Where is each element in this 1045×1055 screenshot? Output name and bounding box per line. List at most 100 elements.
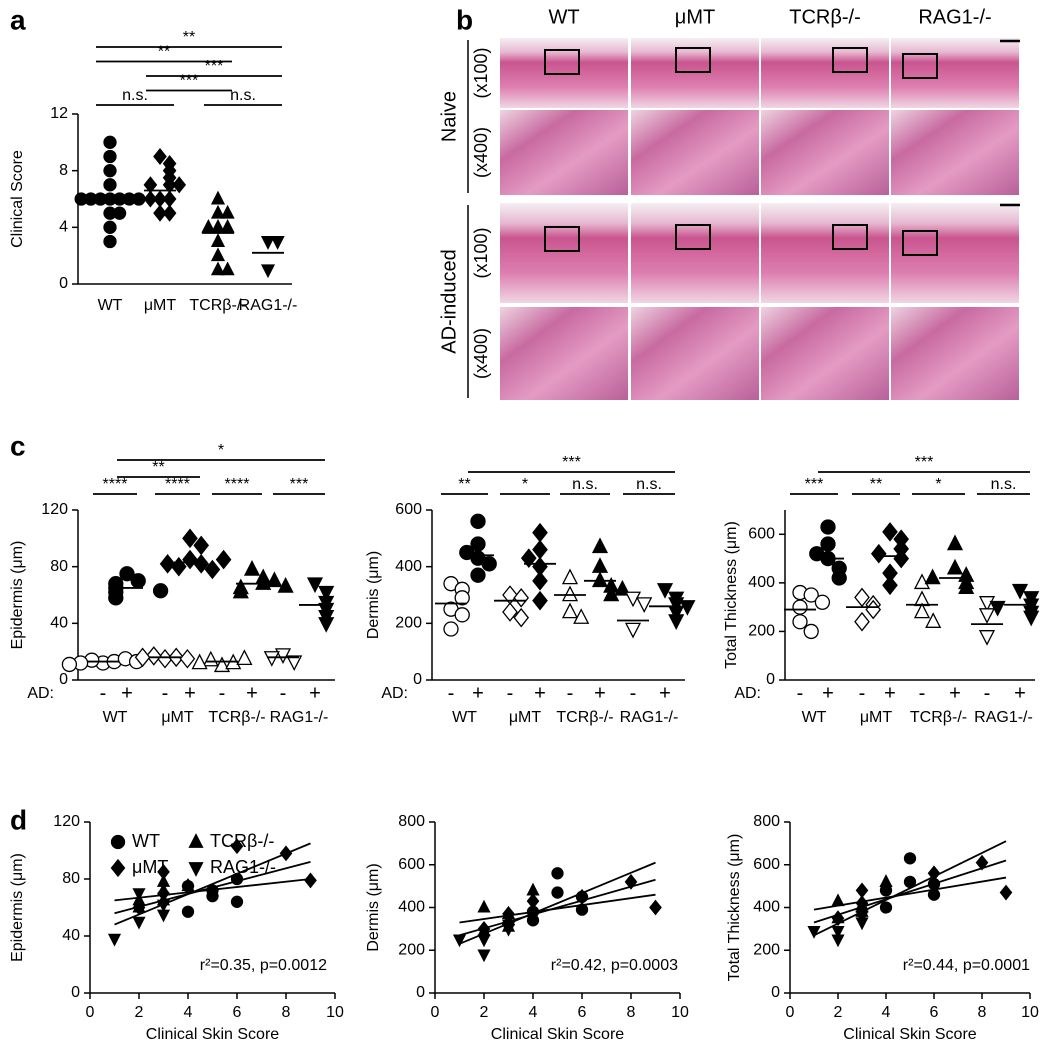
data-point xyxy=(103,220,117,234)
data-point xyxy=(103,135,117,149)
y-tick-label: 120 xyxy=(41,501,68,518)
data-point xyxy=(108,590,124,606)
data-point xyxy=(854,611,870,632)
data-point xyxy=(526,882,540,896)
significance-label: ** xyxy=(458,476,470,493)
data-point xyxy=(215,549,232,570)
significance-label: *** xyxy=(915,454,934,471)
data-point xyxy=(232,582,249,599)
region-box xyxy=(544,226,580,252)
row-label: AD-induced xyxy=(438,249,460,354)
data-point xyxy=(210,247,226,262)
y-tick-label: 600 xyxy=(395,501,422,518)
x-tick-label: μMT xyxy=(509,709,542,726)
data-point xyxy=(182,528,198,549)
y-tick-label: 4 xyxy=(59,219,68,236)
significance-label: n.s. xyxy=(572,476,598,493)
data-point xyxy=(193,554,210,574)
condition-label: + xyxy=(121,682,133,704)
significance-label: *** xyxy=(180,73,199,90)
data-point xyxy=(958,578,975,594)
data-point xyxy=(831,925,845,939)
panel-label: a xyxy=(10,4,26,35)
legend-marker xyxy=(188,862,204,877)
significance-label: ** xyxy=(158,44,170,61)
significance-label: **** xyxy=(103,476,128,493)
condition-label: - xyxy=(797,682,804,704)
column-label: WT xyxy=(548,6,579,28)
data-point xyxy=(443,621,459,637)
data-point xyxy=(255,574,272,590)
data-point xyxy=(502,602,518,622)
panel-label: d xyxy=(10,804,27,835)
condition-axis-label: AD: xyxy=(27,685,54,702)
data-point xyxy=(112,206,127,220)
y-tick-label: 40 xyxy=(50,615,68,632)
data-point xyxy=(103,178,117,192)
data-point xyxy=(156,899,171,913)
condition-label: - xyxy=(507,682,514,704)
y-tick-label: 600 xyxy=(748,526,775,543)
data-point xyxy=(927,865,941,882)
data-point xyxy=(551,886,564,899)
data-point xyxy=(181,905,195,918)
y-tick-label: 0 xyxy=(771,984,780,1001)
y-tick-label: 400 xyxy=(753,899,780,916)
data-point xyxy=(913,573,931,590)
histology-image xyxy=(761,110,889,195)
data-point xyxy=(879,901,893,914)
data-point xyxy=(624,873,638,890)
data-point xyxy=(513,588,530,608)
x-tick-label: μMT xyxy=(144,297,177,314)
y-tick-label: 0 xyxy=(416,984,425,1001)
data-point xyxy=(306,577,324,594)
x-tick-label: RAG1-/- xyxy=(620,709,679,726)
fit-line xyxy=(813,840,1007,937)
data-point xyxy=(927,888,941,901)
data-point xyxy=(470,513,486,529)
data-point xyxy=(913,602,931,619)
data-point xyxy=(270,236,285,250)
histology-image xyxy=(500,203,628,303)
condition-label: + xyxy=(472,682,484,704)
data-point xyxy=(636,597,653,613)
data-point xyxy=(614,579,631,596)
data-point xyxy=(551,867,564,880)
data-point xyxy=(513,607,530,628)
data-point xyxy=(74,192,88,206)
condition-label: + xyxy=(594,682,606,704)
data-point xyxy=(191,653,208,670)
magnification-label: (x400) xyxy=(471,127,491,178)
y-tick-label: 0 xyxy=(413,671,422,688)
y-tick-label: 8 xyxy=(59,162,68,179)
column-label: TCRβ-/- xyxy=(789,6,860,28)
data-point xyxy=(145,646,162,666)
x-tick-label: 0 xyxy=(786,1004,795,1021)
data-point xyxy=(561,602,579,619)
condition-label: - xyxy=(984,682,991,704)
legend-label: μMT xyxy=(132,857,168,877)
significance-label: n.s. xyxy=(230,87,256,104)
x-tick-label: μMT xyxy=(860,709,893,726)
y-tick-label: 0 xyxy=(766,671,775,688)
significance-label: **** xyxy=(225,476,250,493)
x-tick-label: RAG1-/- xyxy=(270,709,329,726)
condition-label: + xyxy=(309,682,321,704)
histology-image xyxy=(500,307,628,400)
x-axis-label: Clinical Skin Score xyxy=(146,1026,279,1043)
data-point xyxy=(132,899,146,913)
y-tick-label: 200 xyxy=(398,941,425,958)
column-label: μMT xyxy=(675,6,715,28)
y-tick-label: 80 xyxy=(62,870,80,887)
data-point xyxy=(999,884,1013,901)
histology-image xyxy=(891,110,1019,195)
data-point xyxy=(624,622,642,639)
x-tick-label: 8 xyxy=(978,1004,987,1021)
data-point xyxy=(903,875,917,888)
x-tick-label: WT xyxy=(452,709,477,726)
y-tick-label: 800 xyxy=(398,813,425,830)
data-point xyxy=(792,614,808,630)
region-box xyxy=(675,224,711,250)
y-tick-label: 400 xyxy=(398,899,425,916)
data-point xyxy=(532,522,548,543)
